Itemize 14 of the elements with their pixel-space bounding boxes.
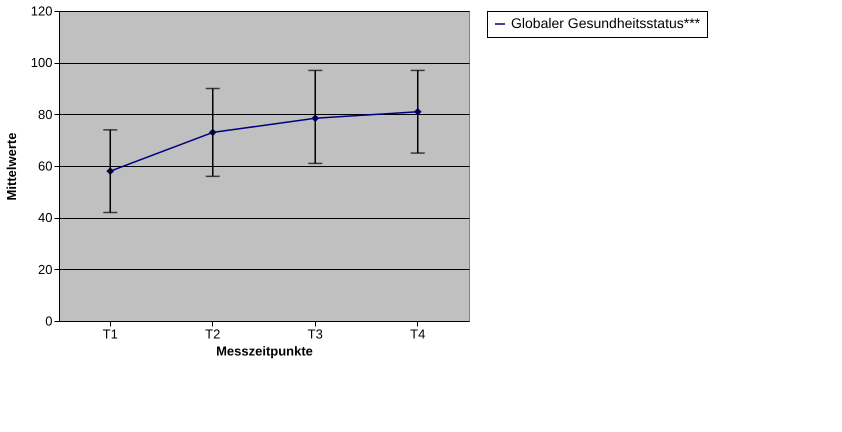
y-axis-title: Mittelwerte (4, 132, 19, 200)
y-tick-label: 60 (38, 158, 52, 174)
x-tick-label: T1 (102, 326, 118, 342)
y-tick-label: 80 (38, 106, 52, 122)
x-tick-label: T4 (410, 326, 426, 342)
y-tick-label: 0 (45, 314, 52, 328)
x-tick-label: T2 (205, 326, 220, 342)
y-tick-label: 20 (38, 262, 52, 277)
x-axis-title: Messzeitpunkte (216, 344, 313, 358)
x-tick-label: T3 (308, 326, 323, 342)
y-tick-label: 100 (30, 55, 52, 70)
y-tick-label: 120 (30, 4, 52, 18)
y-tick-label: 40 (38, 210, 52, 226)
legend-label: Globaler Gesundheitsstatus*** (511, 15, 701, 31)
